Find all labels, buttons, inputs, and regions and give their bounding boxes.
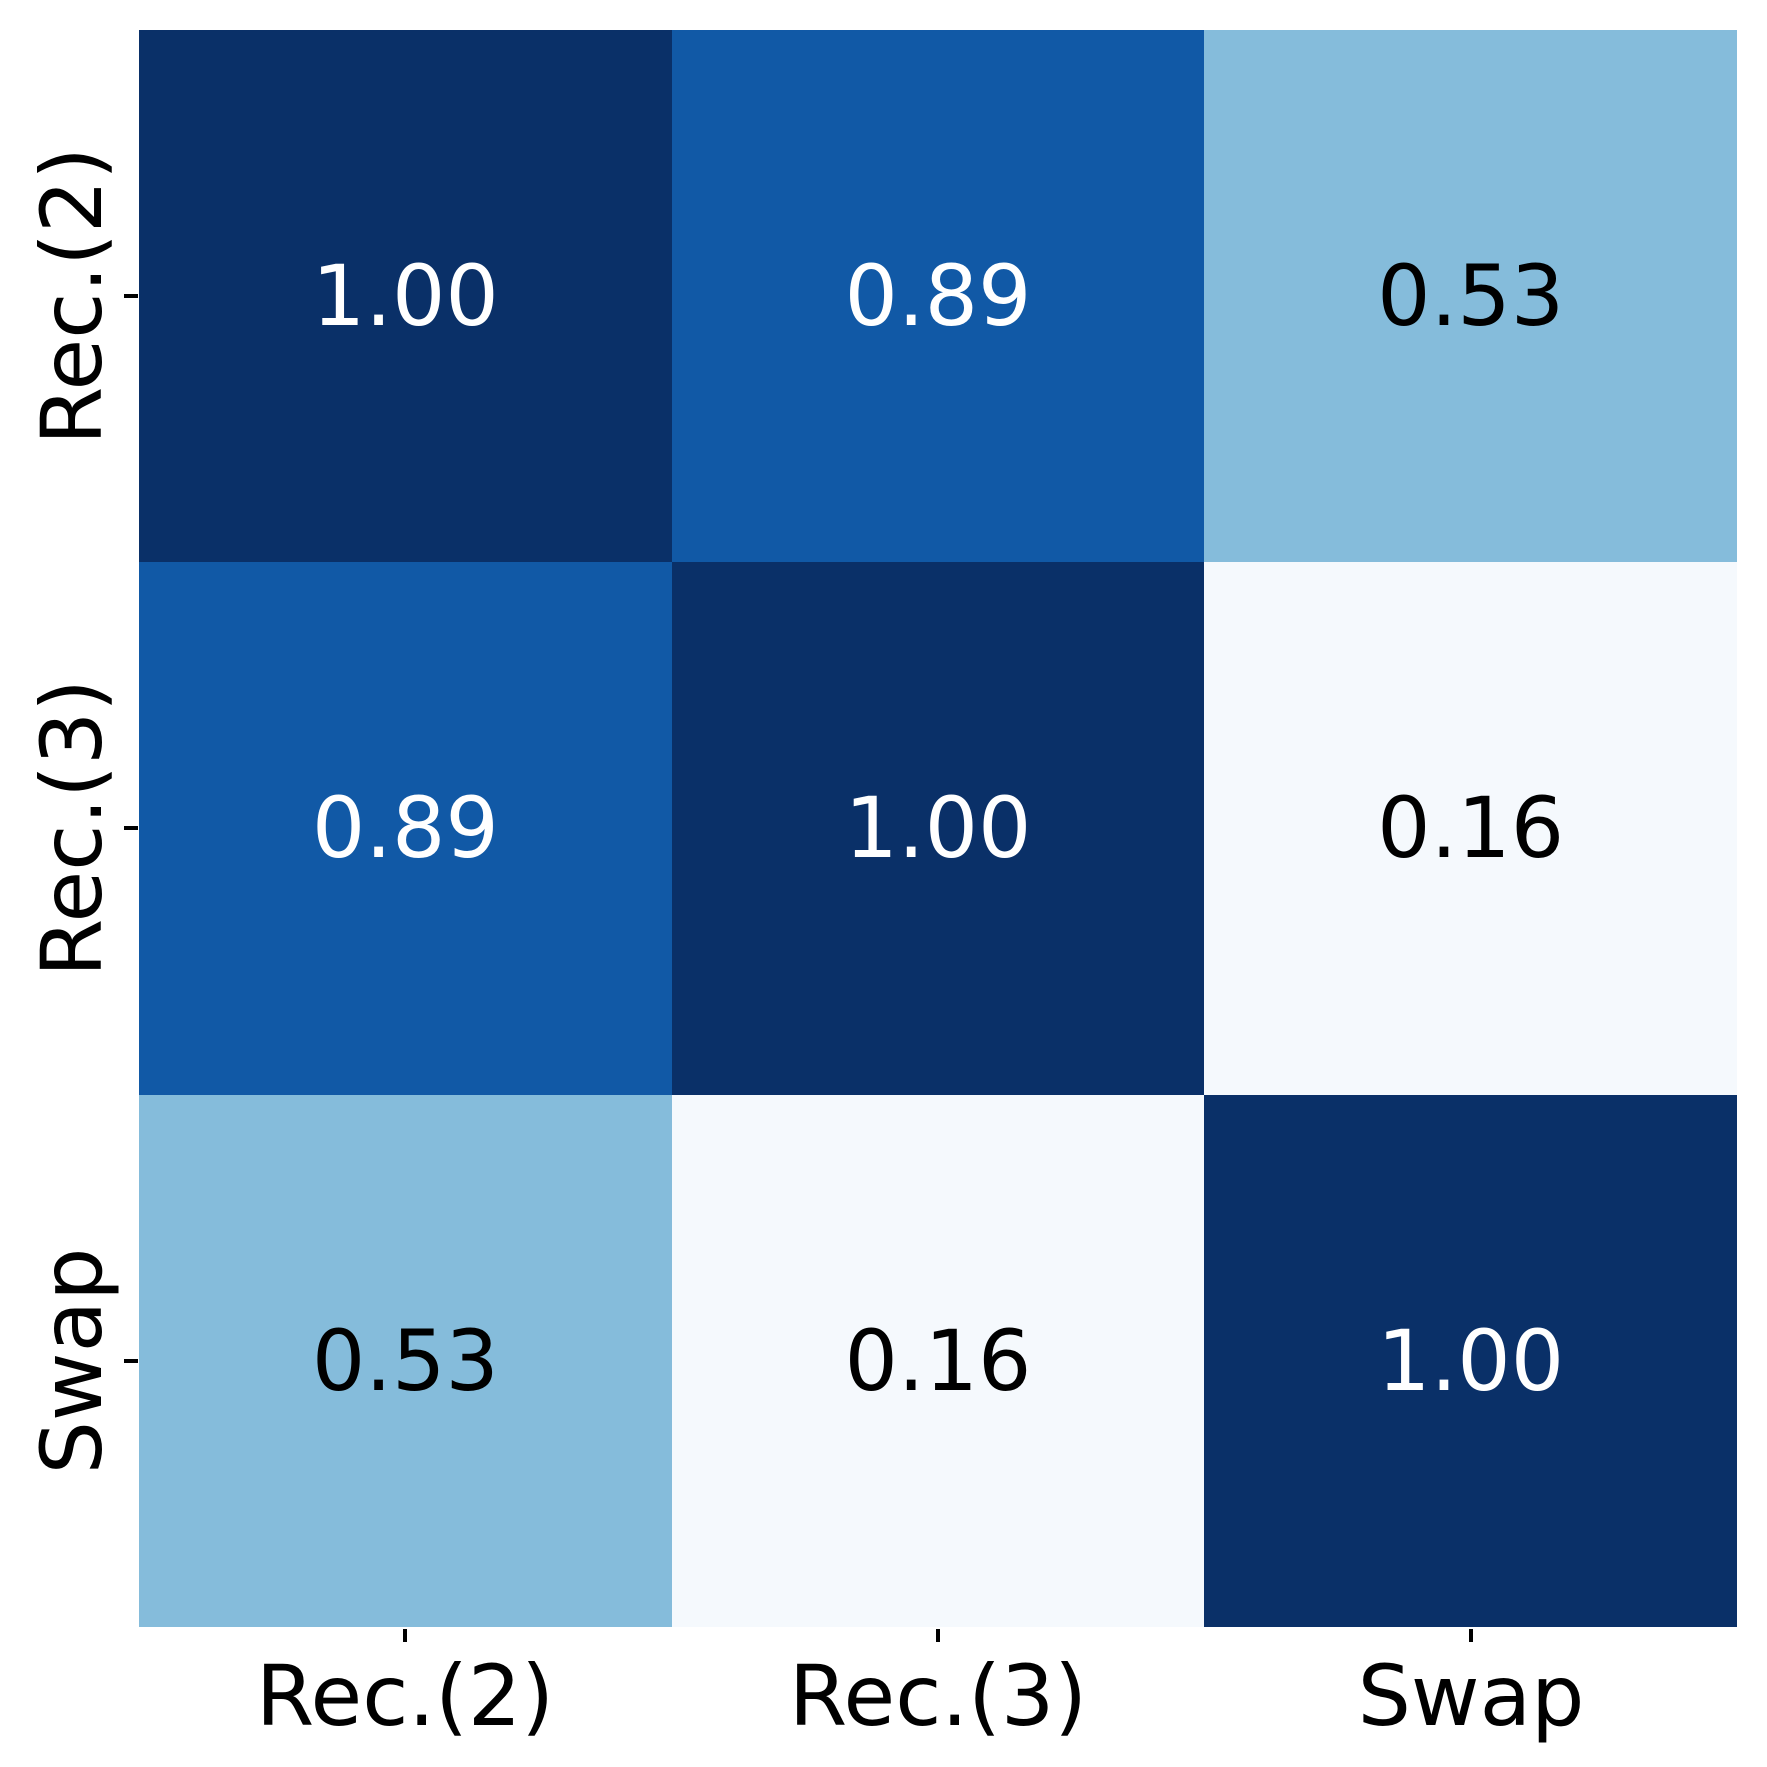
y-tick-mark — [124, 1359, 138, 1363]
heatmap-grid: 1.00 0.89 0.53 0.89 1.00 0.16 0.53 0.16 … — [139, 30, 1737, 1627]
x-axis-label-swap: Swap — [1357, 1647, 1585, 1745]
heatmap-cell-r2c1: 0.89 — [139, 562, 672, 1095]
heatmap-cell-r3c2: 0.16 — [671, 1094, 1205, 1627]
x-axis-label-rec3: Rec.(3) — [788, 1647, 1088, 1745]
heatmap-cell-r1c2: 0.89 — [671, 30, 1205, 563]
y-axis-label-swap: Swap — [23, 1247, 121, 1475]
x-axis-label-rec2: Rec.(2) — [255, 1647, 555, 1745]
y-axis-label-rec3: Rec.(3) — [23, 678, 121, 978]
heatmap-cell-r1c1: 1.00 — [139, 30, 672, 563]
heatmap-cell-r1c3: 0.53 — [1204, 30, 1737, 563]
x-tick-mark — [1469, 1629, 1473, 1642]
heatmap-cell-r2c3: 0.16 — [1204, 562, 1737, 1095]
heatmap-cell-r3c1: 0.53 — [139, 1094, 672, 1627]
y-axis-label-rec2: Rec.(2) — [23, 146, 121, 446]
x-tick-mark — [403, 1629, 407, 1642]
y-tick-mark — [124, 294, 138, 298]
heatmap-cell-r2c2: 1.00 — [671, 562, 1205, 1095]
heatmap-cell-r3c3: 1.00 — [1204, 1094, 1737, 1627]
y-tick-mark — [124, 826, 138, 830]
x-tick-mark — [936, 1629, 940, 1642]
